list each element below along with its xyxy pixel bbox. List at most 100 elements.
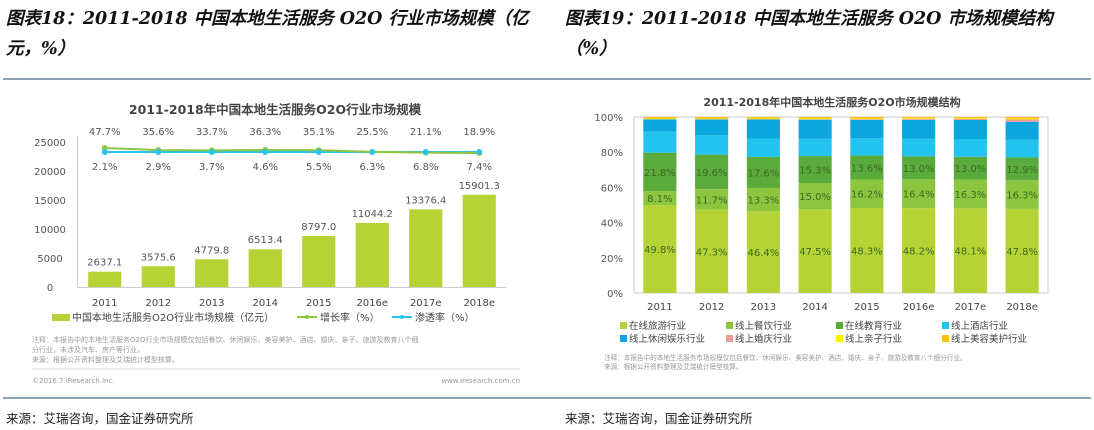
bar-value-label: 4779.8 xyxy=(194,245,229,256)
legend-label-market-size: 中国本地生活服务O2O行业市场规模（亿元） xyxy=(72,311,274,324)
stacked-segment xyxy=(1005,117,1039,119)
segment-value-label: 47.5% xyxy=(799,247,831,258)
stacked-segment xyxy=(850,207,884,293)
bar-value-label: 3575.6 xyxy=(141,252,176,263)
segment-value-label: 48.2% xyxy=(903,247,935,258)
x-tick-label: 2018e xyxy=(1006,302,1038,313)
segment-value-label: 16.4% xyxy=(903,190,935,201)
figure-19-title: 图表19：2011-2018 中国本地生活服务 O2O 市场规模结构（%） xyxy=(565,9,1053,59)
stacked-segment xyxy=(643,131,677,153)
legend-swatch xyxy=(942,322,949,329)
x-tick-label: 2011 xyxy=(92,298,117,309)
stacked-segment xyxy=(953,118,987,119)
market-size-chart-svg: 2011-2018年中国本地生活服务O2O行业市场规模 0 5000 10000 150… xyxy=(32,102,520,385)
y-tick-label: 80% xyxy=(601,148,623,159)
bar xyxy=(462,194,496,287)
chart-note-source: 来源：根据公开资料整理及艾瑞统计模型核算。 xyxy=(32,355,179,364)
y-tick-label: 25000 xyxy=(34,138,66,149)
stacked-segment xyxy=(643,117,677,119)
x-tick-label: 2011 xyxy=(647,302,672,313)
bar xyxy=(302,235,336,287)
x-tick-label: 2016e xyxy=(903,302,935,313)
stacked-segment xyxy=(902,138,936,157)
stacked-segment xyxy=(643,205,677,293)
segment-value-label: 48.3% xyxy=(851,246,883,257)
x-tick-label: 2014 xyxy=(253,298,278,309)
legend-swatch xyxy=(836,322,843,329)
bar xyxy=(409,209,443,287)
segment-value-label: 46.4% xyxy=(747,248,779,259)
bar xyxy=(248,249,282,287)
plot-frame xyxy=(633,116,1049,294)
x-tick-label: 2015 xyxy=(306,298,331,309)
legend-swatch xyxy=(620,322,627,329)
stacked-segment xyxy=(850,119,884,139)
stacked-segment xyxy=(643,118,677,120)
x-tick-label: 2015 xyxy=(854,302,879,313)
y-tick-label: 60% xyxy=(601,183,623,194)
segment-value-label: 47.8% xyxy=(1006,247,1038,258)
segment-value-label: 15.3% xyxy=(799,166,831,177)
legend-swatch xyxy=(836,335,843,342)
legend-label: 线上婚庆行业 xyxy=(735,333,792,345)
stacked-segment xyxy=(746,156,780,188)
x-tick-label: 2016e xyxy=(356,298,388,309)
stacked-segment xyxy=(850,117,884,119)
stacked-segment xyxy=(798,117,832,119)
y-tick-label: 5000 xyxy=(37,254,62,265)
segment-value-label: 48.1% xyxy=(954,247,986,258)
stacked-segment xyxy=(746,117,780,119)
figure-19-source: 来源：艾瑞咨询，国金证券研究所 xyxy=(565,411,753,426)
legend-label-penetration-rate: 渗透率（%） xyxy=(415,311,475,324)
legend-label: 在线教育行业 xyxy=(845,320,902,332)
legend-label-growth-rate: 增长率（%） xyxy=(320,311,380,324)
stacked-segment xyxy=(643,119,677,132)
stacked-segment xyxy=(953,139,987,157)
stacked-segment xyxy=(798,119,832,139)
x-tick-label: 2013 xyxy=(751,302,776,313)
y-tick-label: 20% xyxy=(601,254,623,265)
legend-swatch xyxy=(726,335,733,342)
stacked-segment xyxy=(1005,121,1039,140)
y-tick-label: 10000 xyxy=(34,225,66,236)
chart-note-source: 来源：根据公开资料整理及艾瑞统计模型核算。 xyxy=(604,362,742,371)
stacked-segment xyxy=(643,152,677,192)
segment-value-label: 11.7% xyxy=(696,195,728,206)
segment-value-label: 8.1% xyxy=(647,194,672,205)
segment-value-label: 13.3% xyxy=(747,196,779,207)
x-tick-label: 2017e xyxy=(955,302,987,313)
stacked-segment xyxy=(902,118,936,120)
chart-title: 2011-2018年中国本地生活服务O2O市场规模结构 xyxy=(703,95,960,109)
growth-rate-label: 21.1% xyxy=(410,127,442,138)
stacked-segment xyxy=(1005,119,1039,122)
figure-18-title: 图表18：2011-2018 中国本地生活服务 O2O 行业市场规模（亿元，%） xyxy=(6,9,529,59)
legend-label: 线上休闲娱乐行业 xyxy=(629,333,705,345)
stacked-segment xyxy=(746,187,780,212)
chart-note-line-1: 注释：本报告中的本地生活服务O2O行业市场规模仅包括餐饮、休闲娱乐、美容美护、酒… xyxy=(32,335,418,344)
growth-rate-line xyxy=(104,147,480,154)
y-tick-label: 100% xyxy=(594,113,623,124)
penetration-rate-point xyxy=(208,149,215,155)
top-divider xyxy=(3,78,1091,80)
stacked-segment xyxy=(1005,180,1039,209)
segment-value-label: 16.3% xyxy=(1006,191,1038,202)
stacked-segment xyxy=(850,179,884,208)
stacked-segment xyxy=(850,138,884,156)
growth-rate-label: 25.5% xyxy=(356,127,388,138)
bar xyxy=(88,271,122,287)
penetration-rate-point xyxy=(315,149,322,155)
chart-note-line-2: 分行业，未涉及汽车、房产等行业。 xyxy=(32,345,144,354)
x-tick-label: 2018e xyxy=(463,298,495,309)
y-tick-label: 0 xyxy=(47,283,53,294)
penetration-rate-label: 6.8% xyxy=(413,162,438,173)
stacked-segment xyxy=(746,211,780,293)
bar-value-label: 13376.4 xyxy=(405,195,446,206)
segment-value-label: 19.6% xyxy=(696,168,728,179)
stacked-segment xyxy=(798,138,832,157)
stacked-segment xyxy=(695,119,729,136)
stacked-segment xyxy=(902,119,936,139)
legend-swatch xyxy=(726,322,733,329)
penetration-rate-label: 4.6% xyxy=(253,162,278,173)
stacked-segment xyxy=(1005,157,1039,181)
stacked-segment xyxy=(798,183,832,210)
